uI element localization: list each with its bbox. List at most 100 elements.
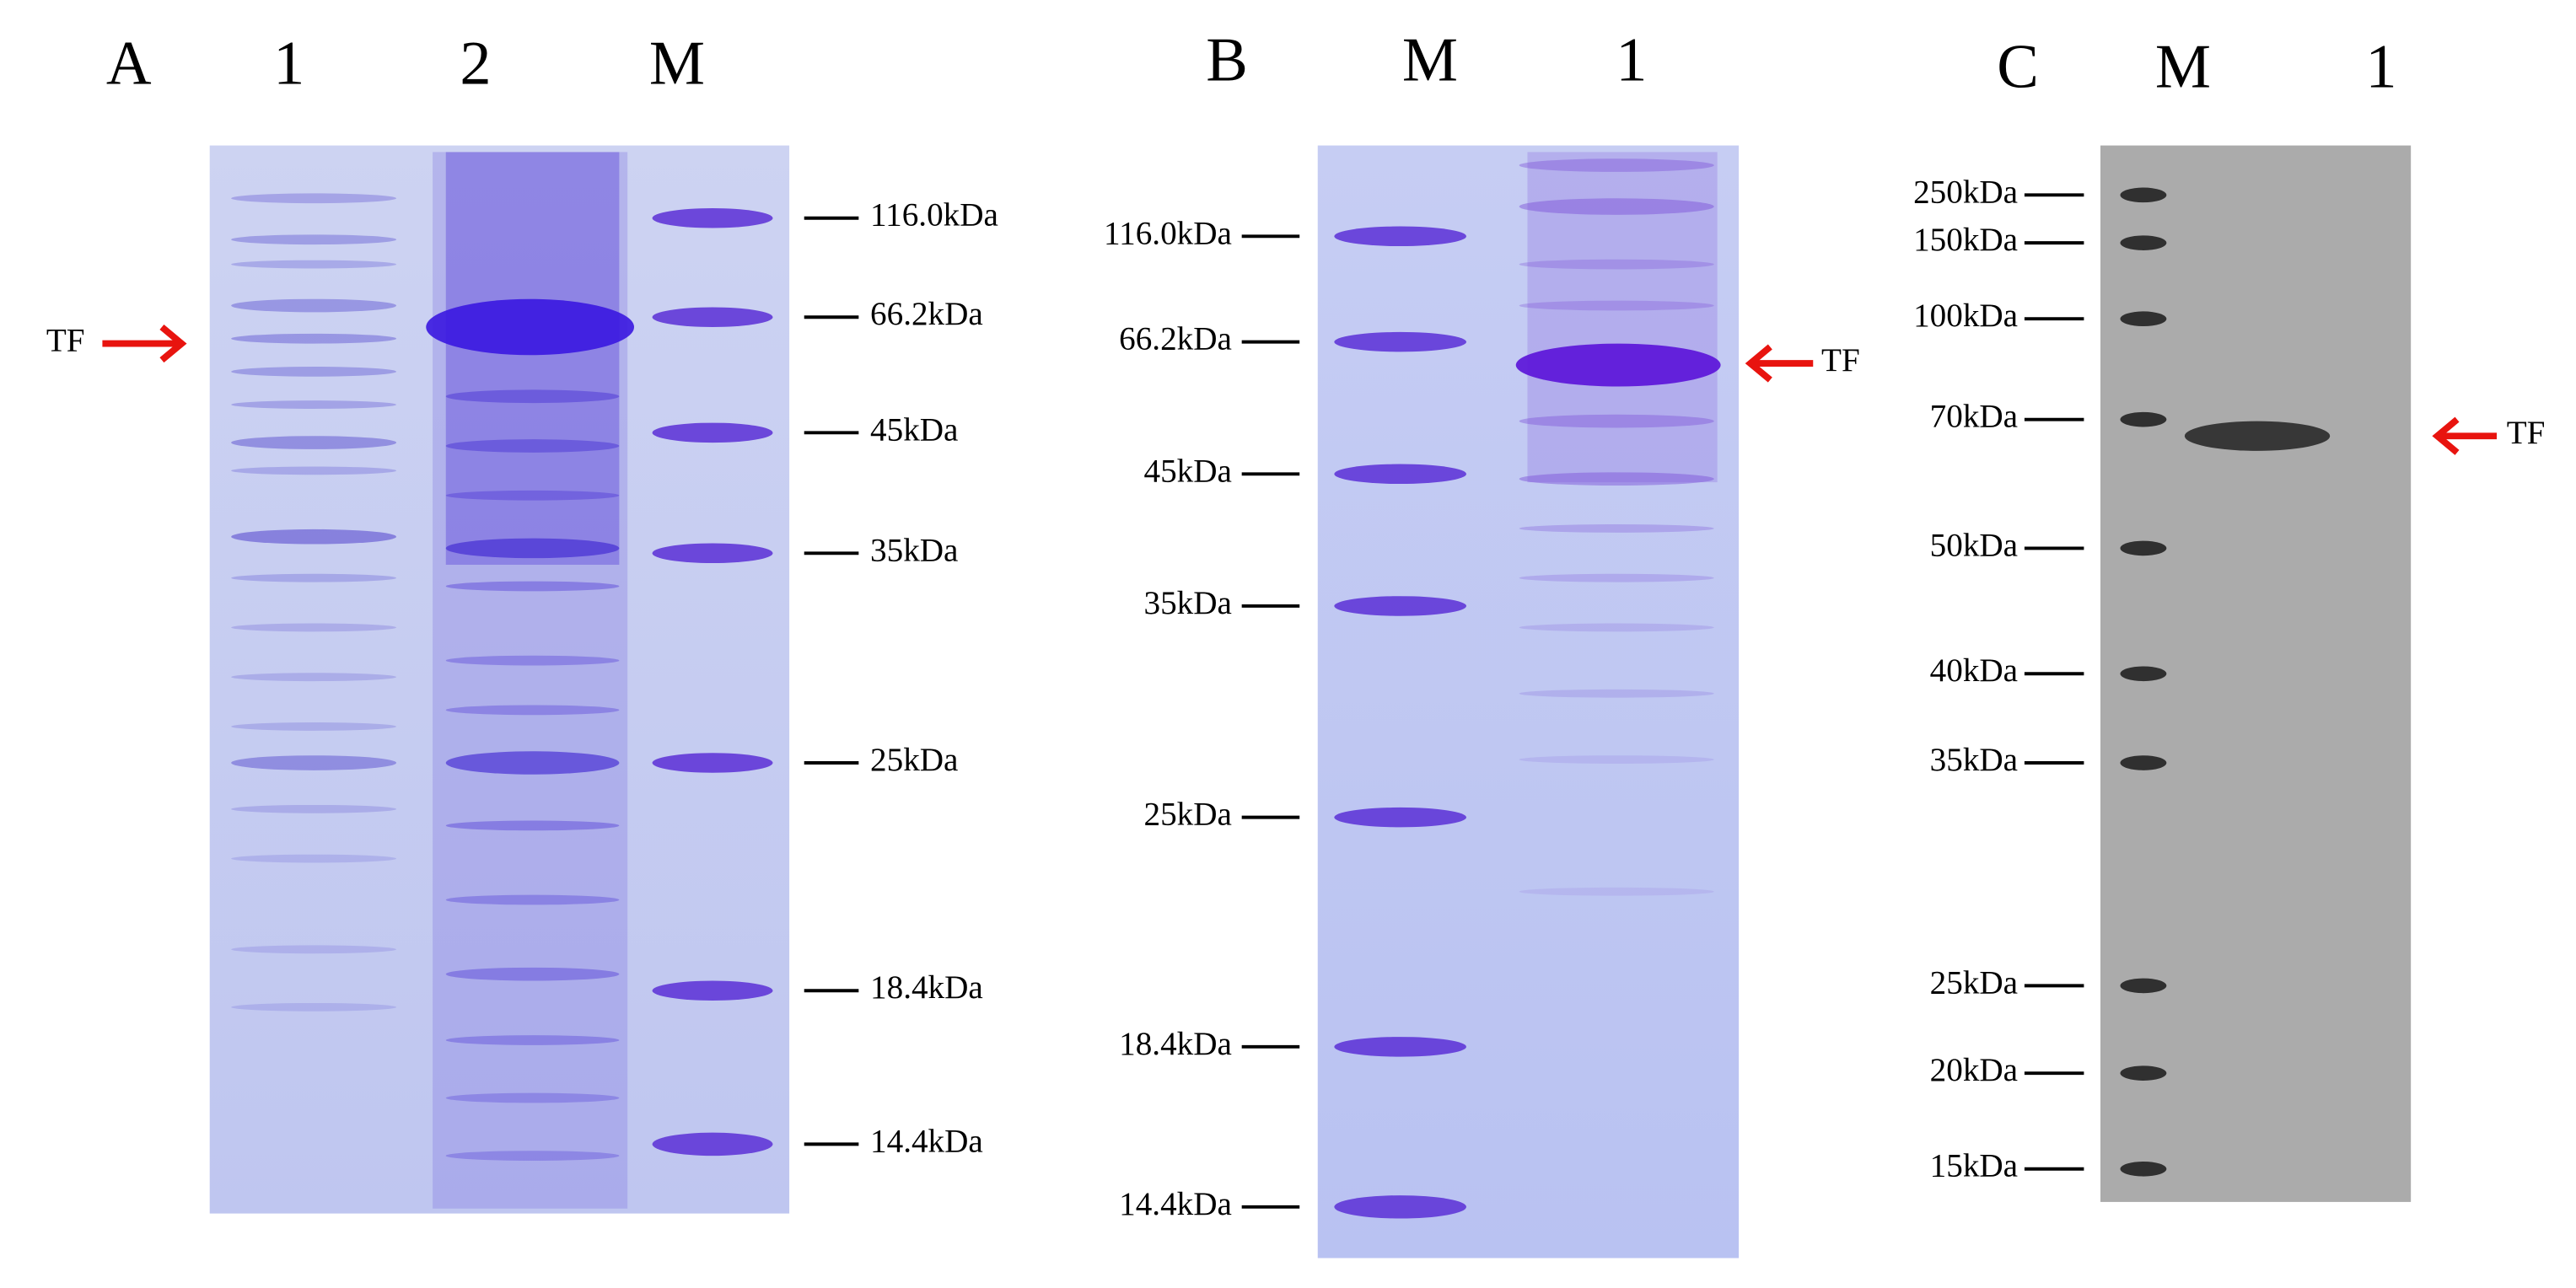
- marker-label: 100kDa: [1913, 298, 2018, 334]
- marker-band: [2120, 187, 2167, 203]
- marker-label: 25kDa: [870, 742, 958, 778]
- sample-band: [231, 436, 396, 449]
- marker-label: 14.4kDa: [1119, 1186, 1232, 1222]
- marker-band: [2120, 755, 2167, 770]
- marker-label: 116.0kDa: [1104, 215, 1232, 251]
- arrow-head: [2432, 416, 2460, 455]
- sample-band: [1519, 158, 1714, 172]
- panel-label: B: [1206, 26, 1248, 95]
- target-label: TF: [46, 323, 85, 359]
- marker-band: [2120, 1065, 2167, 1081]
- sample-band: [1519, 623, 1714, 632]
- marker-label: 18.4kDa: [870, 969, 983, 1006]
- sample-band: [231, 466, 396, 475]
- sample-band: [445, 1151, 620, 1161]
- sample-band: [445, 967, 620, 981]
- sample-band: [231, 529, 396, 545]
- target-band: [2184, 421, 2331, 451]
- marker-label: 25kDa: [1930, 964, 2018, 1001]
- sample-band: [1519, 300, 1714, 311]
- target-label: TF: [2507, 415, 2546, 451]
- sample-band: [231, 623, 396, 632]
- sample-band: [445, 894, 620, 905]
- sample-band: [231, 1002, 396, 1012]
- marker-label: 116.0kDa: [870, 197, 998, 233]
- marker-label: 66.2kDa: [870, 296, 983, 332]
- marker-band: [2120, 1161, 2167, 1177]
- marker-band: [2120, 978, 2167, 994]
- marker-label: 66.2kDa: [1119, 321, 1232, 357]
- sample-band: [445, 1092, 620, 1103]
- marker-label: 40kDa: [1930, 652, 2018, 689]
- target-label: TF: [1821, 342, 1860, 378]
- marker-band: [652, 208, 773, 228]
- target-band: [426, 298, 634, 356]
- sample-band: [231, 333, 396, 344]
- sample-band: [1519, 414, 1714, 428]
- sample-band: [231, 400, 396, 409]
- lane-label: M: [2155, 32, 2211, 101]
- marker-label: 70kDa: [1930, 399, 2018, 435]
- sample-band: [1519, 755, 1714, 764]
- marker-band: [1334, 226, 1466, 247]
- sample-smear: [1527, 152, 1718, 483]
- sample-band: [1519, 887, 1714, 896]
- sample-band: [445, 820, 620, 831]
- sample-band: [1519, 259, 1714, 270]
- sample-band: [231, 755, 396, 770]
- sample-smear: [445, 152, 620, 565]
- marker-label: 250kDa: [1913, 174, 2018, 210]
- arrow-head: [159, 324, 187, 363]
- sample-band: [231, 945, 396, 954]
- sample-band: [445, 705, 620, 716]
- target-band: [1515, 343, 1721, 387]
- marker-label: 18.4kDa: [1119, 1026, 1232, 1062]
- marker-label: 25kDa: [1144, 797, 1232, 833]
- lane-label: 1: [1616, 26, 1647, 95]
- marker-label: 45kDa: [870, 411, 958, 448]
- lane-label: M: [1402, 26, 1458, 95]
- marker-band: [1334, 596, 1466, 616]
- marker-band: [652, 753, 773, 773]
- sample-band: [445, 389, 620, 404]
- lane-label: 1: [2365, 32, 2396, 101]
- marker-label: 20kDa: [1930, 1052, 2018, 1088]
- marker-label: 35kDa: [870, 532, 958, 568]
- arrow-head: [1745, 344, 1772, 383]
- marker-band: [1334, 331, 1466, 352]
- marker-label: 150kDa: [1913, 222, 2018, 258]
- sample-band: [1519, 689, 1714, 698]
- sample-band: [445, 439, 620, 453]
- sample-band: [231, 298, 396, 313]
- marker-band: [2120, 411, 2167, 427]
- marker-label: 50kDa: [1930, 527, 2018, 563]
- marker-band: [1334, 807, 1466, 828]
- sample-band: [231, 260, 396, 269]
- marker-band: [652, 980, 773, 1001]
- lane-label: 2: [460, 30, 491, 99]
- marker-band: [1334, 1037, 1466, 1057]
- sample-band: [231, 573, 396, 582]
- marker-label: 15kDa: [1930, 1148, 2018, 1184]
- sample-band: [231, 854, 396, 863]
- marker-band: [2120, 235, 2167, 250]
- sample-band: [1519, 472, 1714, 486]
- marker-band: [1334, 464, 1466, 485]
- gel: [1317, 145, 1740, 1258]
- sample-band: [231, 367, 396, 377]
- panel-label: C: [1997, 32, 2039, 101]
- marker-band: [652, 543, 773, 564]
- marker-band: [652, 307, 773, 327]
- marker-band: [2120, 311, 2167, 327]
- sample-band: [231, 722, 396, 731]
- marker-label: 45kDa: [1144, 453, 1232, 489]
- marker-label: 35kDa: [1144, 585, 1232, 621]
- marker-band: [2120, 666, 2167, 682]
- sample-band: [1519, 524, 1714, 533]
- lane-label: M: [649, 30, 705, 99]
- marker-band: [1334, 1195, 1466, 1219]
- marker-label: 35kDa: [1930, 742, 2018, 778]
- marker-label: 14.4kDa: [870, 1123, 983, 1159]
